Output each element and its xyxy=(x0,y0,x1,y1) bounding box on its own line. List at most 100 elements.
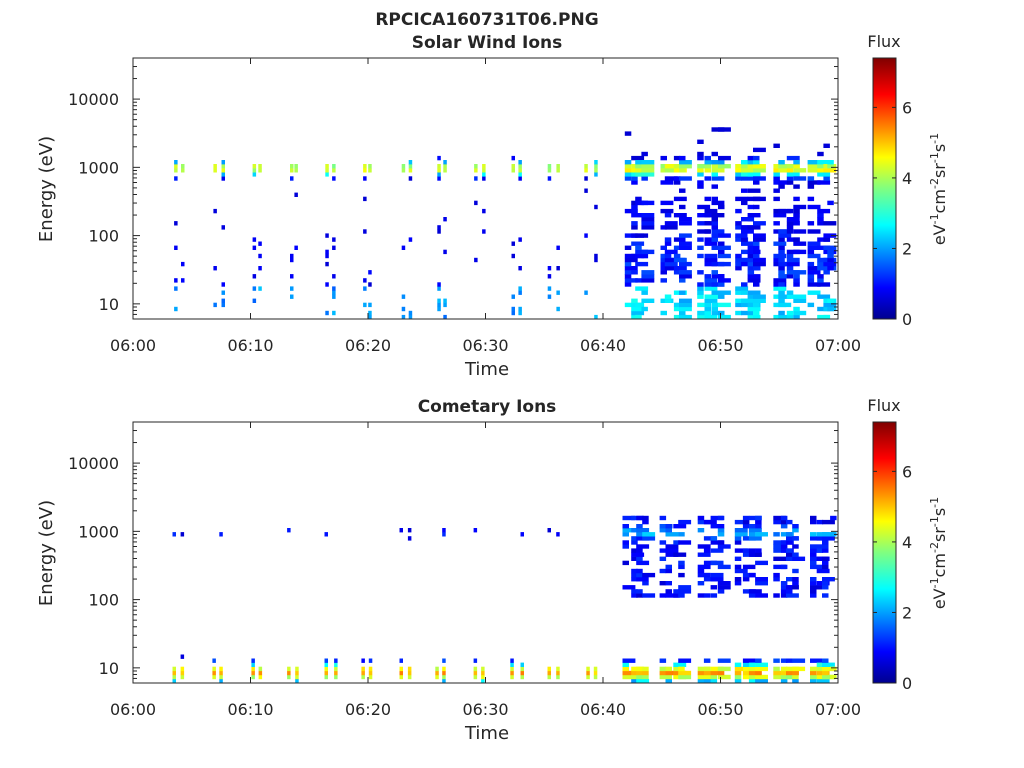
figure-title: RPCICA160731T06.PNG xyxy=(375,10,598,30)
heatmap-cell xyxy=(697,302,711,308)
heatmap-cell xyxy=(823,233,837,238)
heatmap-cell xyxy=(710,515,724,521)
heatmap-cell xyxy=(773,257,780,263)
heatmap-cell xyxy=(221,290,225,295)
heatmap-cell xyxy=(641,298,655,303)
heatmap-cell xyxy=(368,314,372,320)
heatmap-cell xyxy=(741,282,748,287)
heatmap-cell xyxy=(664,257,678,263)
heatmap-cell xyxy=(631,572,638,578)
colorbar-solar-wind xyxy=(872,57,897,320)
heatmap-cell xyxy=(642,572,656,578)
heatmap-cell xyxy=(773,519,787,525)
colorbar-label-cometary: eV-1cm-2sr-1s-1 xyxy=(928,497,949,609)
heatmap-cell xyxy=(678,674,692,680)
heatmap-cell xyxy=(664,241,672,246)
heatmap-cell xyxy=(287,670,291,676)
heatmap-cell xyxy=(556,674,560,680)
heatmap-cell xyxy=(361,666,365,672)
heatmap-cell xyxy=(823,270,830,275)
heatmap-cell xyxy=(660,253,667,259)
heatmap-cell xyxy=(252,237,257,242)
heatmap-cell xyxy=(673,155,681,161)
heatmap-cell xyxy=(778,229,792,234)
heatmap-cell xyxy=(258,168,262,173)
panel-cometary: Cometary Ions 06:00 06:10 06:20 06:30 06:40 0… xyxy=(36,396,949,744)
heatmap-cell xyxy=(753,310,760,316)
heatmap-cell xyxy=(816,678,830,684)
heatmap-cell xyxy=(822,540,829,545)
heatmap-cell xyxy=(474,176,478,181)
heatmap-cell xyxy=(786,310,794,316)
heatmap-cell xyxy=(361,658,365,663)
heatmap-cell xyxy=(786,221,800,226)
heatmap-cell xyxy=(711,282,725,287)
heatmap-cell xyxy=(773,253,787,259)
heatmap-cell xyxy=(747,253,755,259)
heatmap-cell xyxy=(704,282,718,287)
heatmap-cell xyxy=(407,670,412,676)
heatmap-cell xyxy=(556,532,560,537)
heatmap-cell xyxy=(734,519,748,525)
heatmap-cell xyxy=(631,176,638,181)
colorbar-cometary xyxy=(872,421,897,684)
heatmap-cell xyxy=(718,241,725,246)
heatmap-cell xyxy=(665,593,679,598)
heatmap-cell xyxy=(437,155,441,161)
heatmap-cell xyxy=(482,168,486,173)
heatmap-cell xyxy=(718,310,725,316)
heatmap-cell xyxy=(219,674,223,680)
heatmap-cell xyxy=(221,160,225,165)
heatmap-cell xyxy=(741,160,754,165)
heatmap-cell xyxy=(664,253,672,259)
heatmap-cell xyxy=(622,674,636,680)
heatmap-cell xyxy=(810,581,817,586)
heatmap-cell xyxy=(442,658,446,663)
heatmap-cell xyxy=(807,221,815,226)
heatmap-cell xyxy=(792,524,799,529)
heatmap-cell xyxy=(741,298,754,303)
heatmap-cell xyxy=(793,160,800,165)
heatmap-cell xyxy=(747,310,755,316)
heatmap-cell xyxy=(520,670,524,676)
heatmap-cell xyxy=(334,674,338,680)
heatmap-cell xyxy=(793,237,800,242)
heatmap-cell xyxy=(741,225,754,230)
heatmap-cell xyxy=(717,589,725,594)
heatmap-cell xyxy=(704,278,718,283)
heatmap-cell xyxy=(718,278,731,283)
heatmap-cell xyxy=(631,314,638,320)
heatmap-cell xyxy=(703,548,711,553)
x-axis-label-solar-wind: Time xyxy=(464,359,509,380)
heatmap-cell xyxy=(511,253,515,259)
heatmap-cell xyxy=(407,528,412,533)
heatmap-cell xyxy=(325,172,329,177)
heatmap-cell xyxy=(547,274,552,279)
heatmap-cell xyxy=(748,572,756,578)
heatmap-cell xyxy=(741,233,748,238)
heatmap-cell xyxy=(622,528,636,533)
heatmap-cell xyxy=(793,294,807,299)
heatmap-cell xyxy=(755,593,768,598)
heatmap-cell xyxy=(407,536,412,541)
heatmap-cell xyxy=(697,172,704,177)
y-tick-label: 10 xyxy=(99,295,119,314)
heatmap-cell xyxy=(180,670,185,676)
heatmap-cell xyxy=(773,188,780,193)
heatmap-cell xyxy=(673,662,687,667)
heatmap-cell xyxy=(773,143,780,148)
heatmap-cell xyxy=(778,168,792,173)
heatmap-cell xyxy=(408,310,413,316)
heatmap-cell xyxy=(742,548,750,553)
heatmap-cell xyxy=(332,245,336,250)
heatmap-cell xyxy=(641,200,655,206)
heatmap-cell xyxy=(735,253,742,259)
heatmap-cell xyxy=(368,666,373,672)
heatmap-cell xyxy=(401,168,406,173)
heatmap-cell xyxy=(641,168,655,173)
heatmap-cell xyxy=(642,519,649,525)
heatmap-cell xyxy=(822,577,835,582)
heatmap-cell xyxy=(678,532,685,537)
heatmap-cell xyxy=(778,286,785,291)
